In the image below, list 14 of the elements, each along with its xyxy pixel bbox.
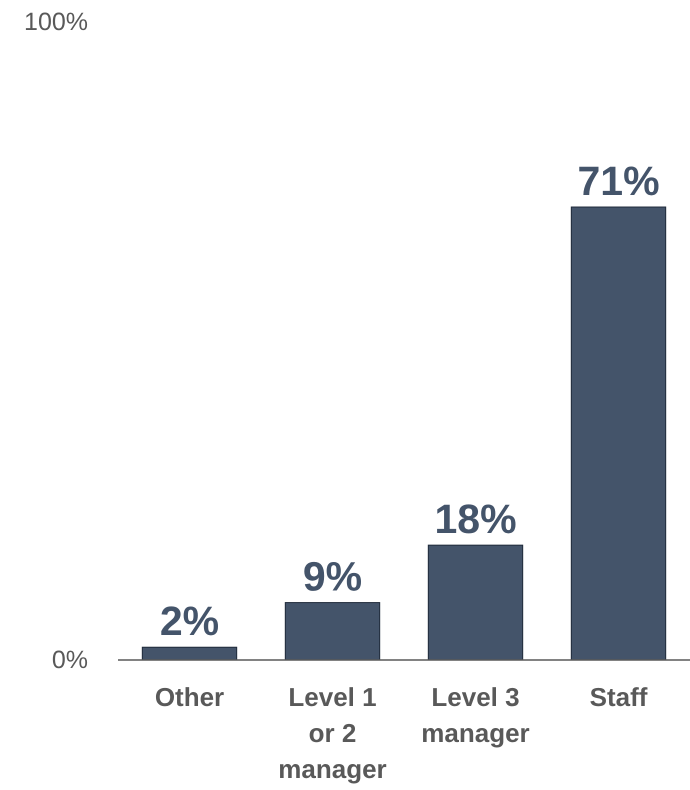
y-tick-label: 0% (52, 646, 88, 674)
bar (570, 206, 666, 660)
x-tick-label: Other (154, 682, 224, 712)
y-tick-label: 100% (24, 8, 88, 36)
bar (284, 602, 380, 660)
data-label: 9% (302, 554, 362, 600)
x-tick-label: Staff (590, 682, 648, 712)
data-label: 71% (577, 158, 660, 204)
data-label: 2% (160, 598, 220, 644)
x-tick-label: Level 1 or 2 manager (278, 682, 387, 784)
bar (428, 544, 524, 660)
bar (142, 646, 238, 660)
x-tick-label: Level 3 manager (421, 682, 530, 748)
data-label: 18% (434, 496, 517, 542)
